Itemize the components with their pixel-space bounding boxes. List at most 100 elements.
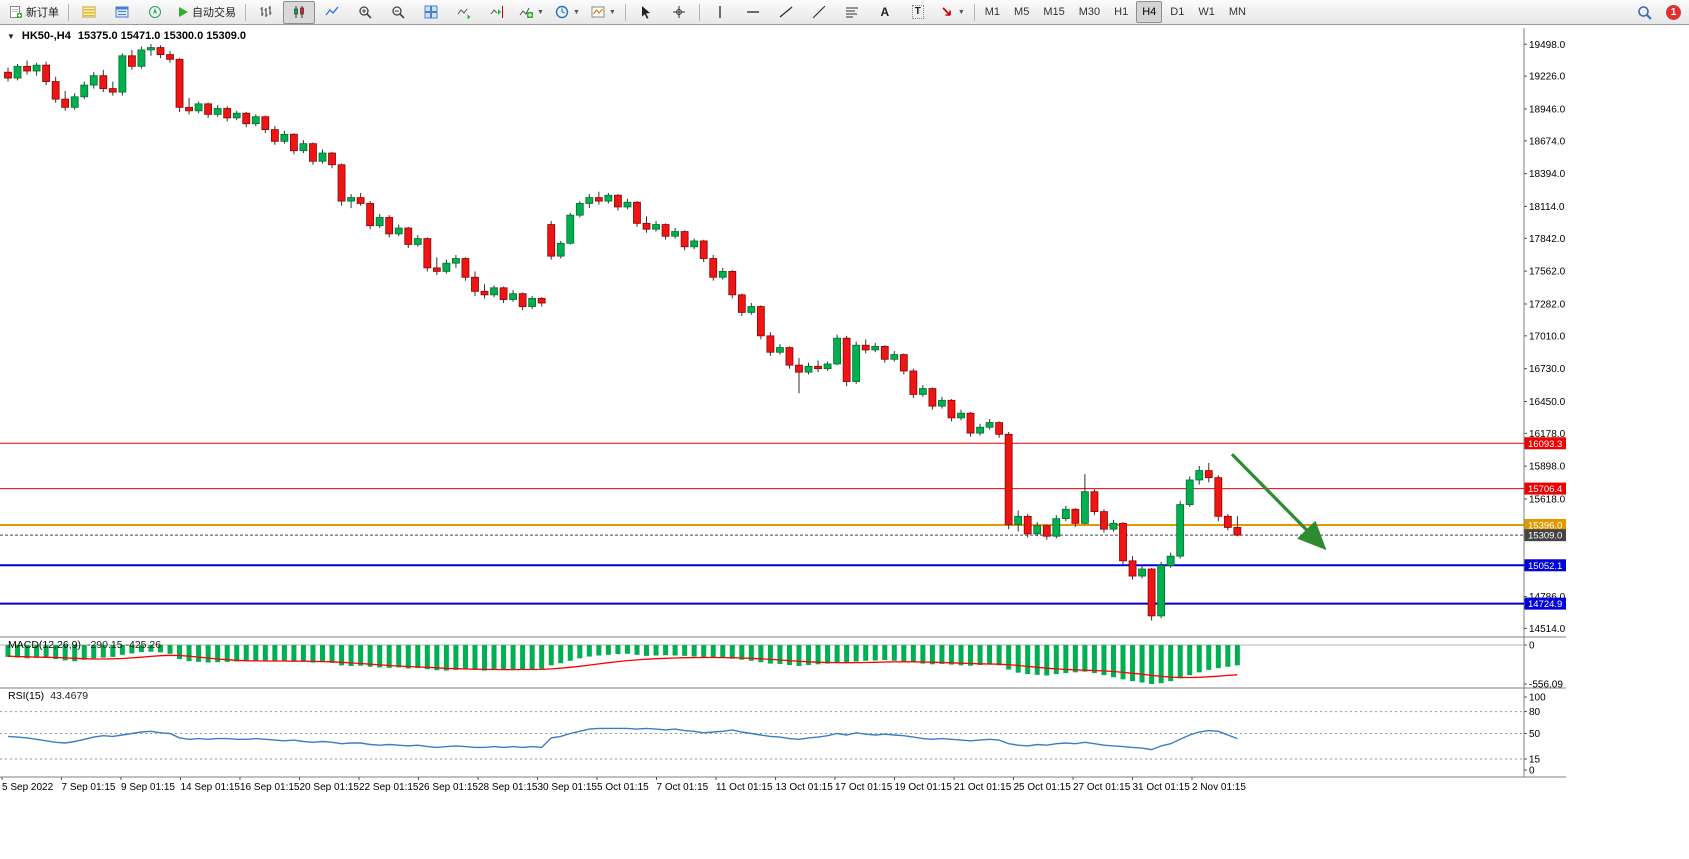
chart-symbol-period: HK50-,H4 — [21, 30, 71, 42]
chart-area: 19498.0 19226.0 18946.0 18674.0 18394.0 18114… — [0, 26, 1566, 792]
svg-text:18394.0: 18394.0 — [1529, 169, 1566, 180]
svg-text:18114.0: 18114.0 — [1529, 202, 1565, 213]
chart-canvas[interactable]: 19498.0 19226.0 18946.0 18674.0 18394.0 18114… — [0, 26, 1566, 792]
rsi-panel-label: RSI(15) 43.4679 — [8, 690, 88, 702]
market-watch-button[interactable] — [73, 1, 105, 24]
svg-text:5 Sep 2022: 5 Sep 2022 — [2, 782, 54, 792]
rsi-indicator-value: 43.4679 — [50, 690, 89, 702]
svg-text:15396.0: 15396.0 — [1528, 520, 1562, 531]
zoom-in-button[interactable] — [349, 1, 381, 24]
svg-text:-556.09: -556.09 — [1529, 680, 1563, 691]
tile-windows-icon — [424, 5, 438, 19]
svg-text:16 Sep 01:15: 16 Sep 01:15 — [240, 782, 300, 792]
svg-text:21 Oct 01:15: 21 Oct 01:15 — [954, 782, 1012, 792]
add-indicator-button[interactable]: ▼ — [514, 1, 549, 24]
timeframe-M1[interactable]: M1 — [984, 6, 1001, 18]
horizontal-lines — [0, 442, 1524, 605]
periods-clock-icon — [555, 5, 569, 19]
market-watch-icon — [82, 5, 96, 19]
svg-text:2 Nov 01:15: 2 Nov 01:15 — [1192, 782, 1246, 792]
horizontal-line-button[interactable] — [737, 1, 769, 24]
svg-text:15898.0: 15898.0 — [1529, 462, 1566, 473]
zoom-out-button[interactable] — [382, 1, 414, 24]
rsi-indicator-name: RSI(15) — [8, 690, 45, 702]
timeframe-M15[interactable]: M15 — [1043, 6, 1065, 18]
line-chart-icon — [325, 5, 339, 19]
crosshair-button[interactable] — [663, 1, 695, 24]
svg-text:27 Oct 01:15: 27 Oct 01:15 — [1073, 782, 1131, 792]
timeframe-H4[interactable]: H4 — [1136, 1, 1163, 23]
search-button[interactable] — [1628, 1, 1660, 24]
navigator-button[interactable] — [139, 1, 171, 24]
price-axis: 19498.0 19226.0 18946.0 18674.0 18394.0 18114… — [1524, 40, 1566, 635]
fibonacci-button[interactable] — [836, 1, 868, 24]
notification-badge[interactable]: 1 — [1666, 4, 1681, 20]
vertical-line-button[interactable] — [704, 1, 736, 24]
add-indicator-icon — [519, 5, 533, 19]
timeframe-M5[interactable]: M5 — [1014, 6, 1030, 18]
macd-signal-line — [7, 654, 1238, 679]
search-icon — [1637, 5, 1652, 20]
new-order-button[interactable]: 新订单 — [4, 1, 64, 24]
line-chart-button[interactable] — [316, 1, 348, 24]
svg-text:16093.3: 16093.3 — [1528, 439, 1562, 450]
macd-indicator-name: MACD(12,26,9) — [8, 639, 81, 651]
tile-windows-button[interactable] — [415, 1, 447, 24]
chart-menu-icon[interactable]: ▼ — [7, 31, 15, 41]
cursor-button[interactable] — [630, 1, 662, 24]
text-button[interactable]: A — [869, 1, 901, 24]
trendline-button[interactable] — [770, 1, 802, 24]
channel-icon — [812, 5, 826, 19]
arrows-stamp-icon — [940, 5, 954, 19]
text-icon: A — [880, 5, 890, 19]
timeframe-D1[interactable]: D1 — [1170, 6, 1185, 18]
cursor-icon — [639, 5, 653, 19]
timeframe-H1[interactable]: H1 — [1114, 6, 1129, 18]
rsi-line — [7, 727, 1238, 751]
svg-text:9 Sep 01:15: 9 Sep 01:15 — [121, 782, 175, 792]
channel-button[interactable] — [803, 1, 835, 24]
periods-button[interactable]: ▼ — [550, 1, 585, 24]
svg-text:0: 0 — [1529, 641, 1535, 652]
svg-text:14786.0: 14786.0 — [1529, 592, 1566, 603]
text-label-icon: T — [911, 5, 924, 19]
annotation-arrow[interactable] — [1230, 453, 1327, 551]
timeframe-W1[interactable]: W1 — [1198, 6, 1215, 18]
chart-shift-button[interactable] — [481, 1, 513, 24]
svg-text:28 Sep 01:15: 28 Sep 01:15 — [478, 782, 538, 792]
svg-text:7 Sep 01:15: 7 Sep 01:15 — [62, 782, 116, 792]
svg-text:19226.0: 19226.0 — [1529, 72, 1566, 83]
toolbar-separator — [68, 3, 69, 21]
vertical-line-icon — [713, 5, 727, 19]
trendline-icon — [779, 5, 793, 19]
svg-text:19498.0: 19498.0 — [1529, 40, 1566, 51]
candlestick-chart-button[interactable] — [283, 0, 315, 24]
svg-text:31 Oct 01:15: 31 Oct 01:15 — [1133, 782, 1191, 792]
autotrading-button[interactable]: 自动交易 — [172, 1, 241, 24]
chart-shift-icon — [490, 5, 504, 19]
data-window-icon — [115, 5, 129, 19]
svg-text:16450.0: 16450.0 — [1529, 397, 1566, 408]
svg-text:25 Oct 01:15: 25 Oct 01:15 — [1014, 782, 1072, 792]
svg-text:16178.0: 16178.0 — [1529, 429, 1566, 440]
text-label-button[interactable]: T — [902, 1, 934, 24]
timeframe-M30[interactable]: M30 — [1078, 6, 1101, 18]
svg-text:15: 15 — [1529, 755, 1541, 766]
templates-button[interactable]: ▼ — [586, 1, 621, 24]
bar-chart-button[interactable] — [250, 1, 282, 24]
svg-text:17562.0: 17562.0 — [1529, 267, 1566, 278]
svg-text:15618.0: 15618.0 — [1529, 494, 1566, 505]
panel-separators — [0, 28, 1566, 778]
arrows-stamp-button[interactable]: ▼ — [935, 1, 970, 24]
toolbar-separator — [245, 3, 246, 21]
timeframe-MN[interactable]: MN — [1228, 6, 1246, 18]
auto-scroll-button[interactable] — [448, 1, 480, 24]
chart-ohlc-values: 15375.0 15471.0 15300.0 15309.0 — [77, 30, 247, 42]
notification-count: 1 — [1670, 6, 1677, 18]
fibonacci-icon — [845, 5, 859, 19]
svg-text:14 Sep 01:15: 14 Sep 01:15 — [181, 782, 241, 792]
svg-text:17842.0: 17842.0 — [1529, 234, 1566, 245]
autotrading-play-icon — [177, 6, 189, 18]
data-window-button[interactable] — [106, 1, 138, 24]
